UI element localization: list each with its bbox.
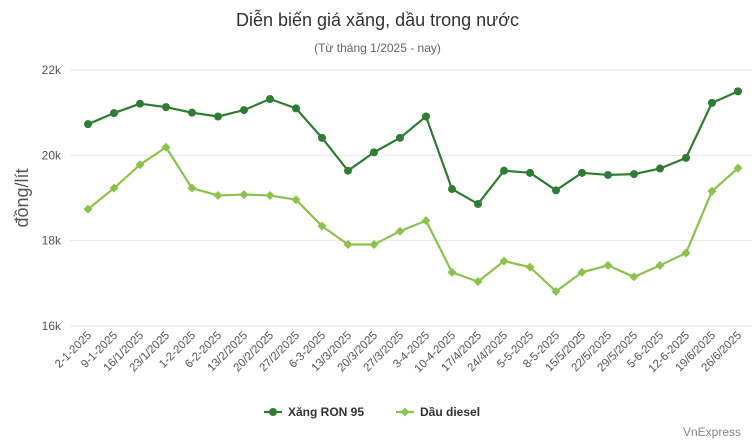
data-point[interactable] [83, 204, 93, 214]
data-point[interactable] [655, 260, 665, 270]
legend-label: Dầu diesel [420, 405, 480, 419]
data-point[interactable] [707, 186, 717, 196]
legend-label: Xăng RON 95 [288, 405, 364, 419]
data-point[interactable] [395, 226, 405, 236]
series-line [87, 146, 739, 293]
data-point[interactable] [239, 190, 249, 200]
y-tick-label: 22k [42, 63, 62, 77]
data-point[interactable] [110, 109, 118, 118]
data-point[interactable] [161, 142, 171, 152]
data-point[interactable] [109, 183, 119, 193]
data-point[interactable] [708, 98, 716, 107]
chart-subtitle: (Từ tháng 1/2025 - nay) [314, 41, 441, 55]
y-tick-label: 16k [42, 319, 62, 333]
data-point[interactable] [266, 95, 274, 104]
series-line [87, 90, 739, 206]
data-point[interactable] [499, 256, 509, 266]
data-point[interactable] [317, 221, 327, 231]
data-point[interactable] [265, 190, 275, 200]
data-point[interactable] [343, 240, 353, 250]
data-point[interactable] [396, 133, 404, 142]
y-tick-label: 18k [42, 234, 62, 248]
data-point[interactable] [656, 164, 664, 173]
data-point[interactable] [473, 277, 483, 287]
legend-marker [400, 407, 410, 417]
data-point[interactable] [578, 168, 586, 177]
data-point[interactable] [135, 160, 145, 170]
data-point[interactable] [629, 272, 639, 282]
data-point[interactable] [500, 166, 508, 175]
legend-item-ron95[interactable]: Xăng RON 95 [264, 405, 364, 419]
data-point[interactable] [292, 104, 300, 113]
data-point[interactable] [525, 262, 535, 272]
y-axis-label: đồng/lít [12, 168, 32, 227]
grid [70, 69, 752, 327]
x-axis: 2-1-20259-1-202516/1/202523/1/20251-2-20… [53, 330, 744, 376]
data-point[interactable] [136, 99, 144, 108]
legend: Xăng RON 95 Dầu diesel [264, 405, 480, 419]
y-axis: 16k 18k 20k 22k [42, 63, 62, 333]
data-point[interactable] [552, 186, 560, 195]
data-point[interactable] [526, 168, 534, 177]
y-tick-label: 20k [42, 148, 62, 162]
data-point[interactable] [734, 87, 742, 96]
data-point[interactable] [188, 108, 196, 117]
chart-title: Diễn biến giá xăng, dầu trong nước [235, 10, 520, 30]
data-point[interactable] [370, 148, 378, 157]
data-point[interactable] [240, 106, 248, 115]
data-point[interactable] [318, 133, 326, 142]
data-point[interactable] [84, 120, 92, 129]
legend-marker [269, 408, 277, 416]
data-point[interactable] [162, 103, 170, 112]
data-point[interactable] [733, 163, 743, 173]
data-point[interactable] [291, 195, 301, 205]
legend-item-diesel[interactable]: Dầu diesel [396, 405, 480, 419]
data-point[interactable] [551, 286, 561, 296]
data-point[interactable] [187, 183, 197, 193]
data-point[interactable] [369, 240, 379, 250]
data-point[interactable] [447, 267, 457, 277]
data-point[interactable] [682, 153, 690, 162]
data-point[interactable] [604, 170, 612, 179]
data-point[interactable] [474, 199, 482, 208]
data-point[interactable] [421, 216, 431, 226]
data-point[interactable] [344, 166, 352, 175]
data-point[interactable] [630, 170, 638, 179]
series-ron95 [84, 87, 742, 208]
data-point[interactable] [214, 112, 222, 121]
series-group [83, 87, 743, 296]
source-credit: VnExpress [682, 425, 741, 439]
data-point[interactable] [213, 190, 223, 200]
data-point[interactable] [603, 260, 613, 270]
data-point[interactable] [681, 248, 691, 258]
series-diesel [83, 142, 743, 296]
data-point[interactable] [577, 267, 587, 277]
data-point[interactable] [448, 185, 456, 194]
data-point[interactable] [422, 112, 430, 121]
